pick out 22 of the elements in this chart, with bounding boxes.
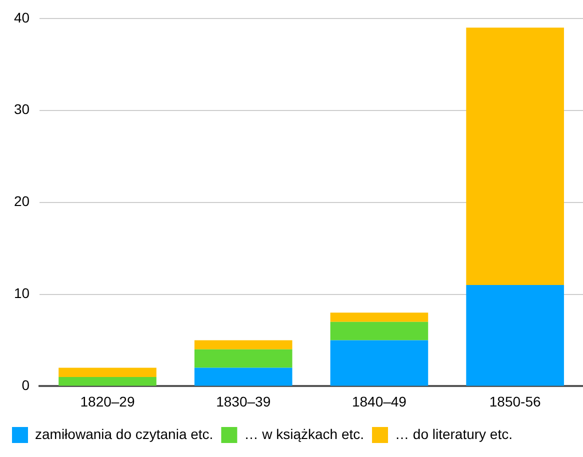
bar — [58, 368, 156, 378]
x-tick-label: 1820–29 — [80, 393, 135, 410]
bar — [466, 285, 564, 386]
bar — [466, 28, 564, 286]
bar — [330, 312, 428, 322]
bar — [194, 340, 292, 350]
y-tick-label: 10 — [14, 285, 30, 302]
bar — [330, 340, 428, 386]
x-tick-label: 1830–39 — [216, 393, 271, 410]
y-tick-label: 20 — [14, 193, 30, 210]
legend-label: … w książkach etc. — [244, 426, 364, 442]
bar — [330, 322, 428, 340]
x-tick-label: 1850-56 — [489, 393, 541, 410]
bar — [194, 368, 292, 386]
y-tick-label: 0 — [22, 377, 30, 394]
bar — [194, 349, 292, 368]
bar — [58, 377, 156, 386]
x-tick-label: 1840–49 — [352, 393, 407, 410]
y-tick-label: 40 — [14, 9, 30, 26]
legend-label: … do literatury etc. — [395, 426, 513, 442]
y-tick-label: 30 — [14, 101, 30, 118]
legend-label: zamiłowania do czytania etc. — [35, 426, 214, 442]
